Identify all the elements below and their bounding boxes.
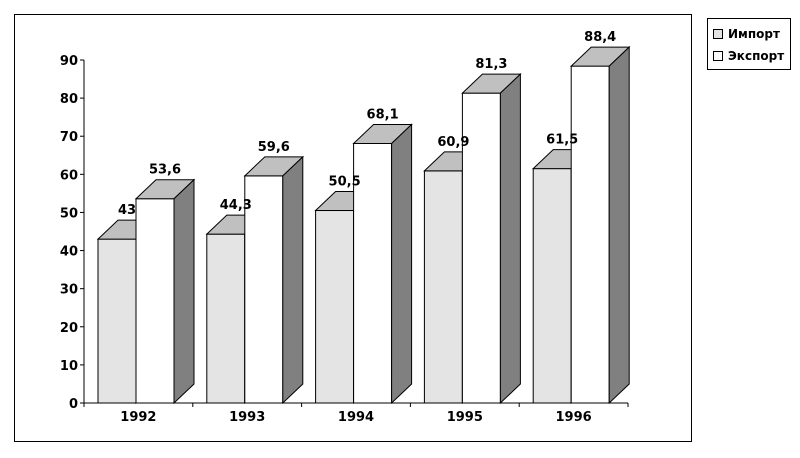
y-tick-label: 50 [60,206,78,221]
bar-export-1995 [461,72,522,405]
y-tick-label: 90 [60,54,78,69]
y-tick-label: 60 [60,168,78,183]
bar-export-1992 [134,178,196,405]
data-label-export-1993: 59,6 [258,140,290,155]
bar-front [244,175,284,404]
data-label-import-1996: 61,5 [546,133,578,148]
x-tick-label: 1993 [229,410,265,425]
legend-label-import: Импорт [728,27,780,41]
bar-side [499,72,521,405]
legend-item-export: Экспорт [713,45,790,67]
y-tick-label: 30 [60,283,78,298]
bar-front [353,142,393,404]
legend-swatch-export [713,51,723,61]
bars [96,45,631,405]
data-label-import-1994: 50,5 [329,175,361,190]
y-tick-label: 10 [60,359,78,374]
legend-swatch-import [713,29,723,39]
data-label-export-1995: 81,3 [475,57,507,72]
y-tick-label: 70 [60,130,78,145]
x-tick-label: 1995 [447,410,483,425]
bar-side [282,155,304,405]
data-label-import-1993: 44,3 [220,198,252,213]
x-tick-label: 1994 [338,410,374,425]
data-label-import-1995: 60,9 [437,135,469,150]
x-tick-label: 1992 [120,410,156,425]
bar-front [532,168,572,404]
bar-front [315,210,355,404]
y-tick-label: 40 [60,245,78,260]
bar-side [391,123,413,405]
bar-export-1996 [569,45,631,405]
legend: Импорт Экспорт [707,18,791,70]
bar-front [570,65,610,404]
legend-label-export: Экспорт [728,49,785,63]
x-tick-label: 1996 [556,410,592,425]
data-label-import-1992: 43 [118,203,136,218]
data-label-export-1992: 53,6 [149,163,181,178]
bar-side [173,178,195,405]
bar-front [97,238,137,404]
bar-side [608,45,630,405]
bar-front [206,233,246,404]
data-labels: 43 53,6 44,3 59,6 50,5 68,1 60,9 81,3 61,5 88,4 [118,30,616,218]
bar-front [135,198,175,404]
bar-export-1993 [243,155,305,405]
legend-item-import: Импорт [713,23,790,45]
bar-front [423,170,463,404]
data-label-export-1994: 68,1 [367,107,399,122]
y-tick-label: 20 [60,321,78,336]
y-tick-label: 80 [60,92,78,107]
y-tick-label: 0 [69,397,78,412]
data-label-export-1996: 88,4 [584,30,616,45]
bar-export-1994 [352,123,413,405]
